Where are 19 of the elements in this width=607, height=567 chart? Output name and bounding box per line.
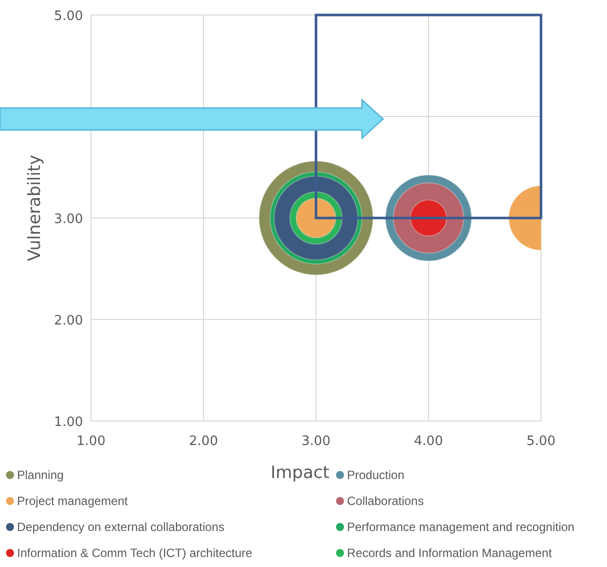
- x-tick-label: 1.00: [76, 434, 106, 449]
- y-tick-label: 5.00: [54, 9, 83, 24]
- y-tick-label: 2.00: [54, 314, 83, 328]
- legend-label: Records and Information Management: [347, 546, 552, 560]
- x-axis-title: Impact: [270, 463, 330, 483]
- y-axis-title: Vulnerability: [25, 154, 45, 262]
- legend-label: Performance management and recognition: [347, 520, 574, 534]
- x-tick-label: 3.00: [302, 434, 330, 449]
- legend-label: Production: [347, 468, 404, 482]
- legend-label: Dependency on external collaborations: [17, 520, 224, 534]
- y-tick-label: 3.00: [54, 212, 83, 227]
- x-tick-label: 4.00: [414, 434, 443, 449]
- legend-label: Collaborations: [347, 494, 424, 508]
- legend-label: Information & Comm Tech (ICT) architecture: [17, 546, 253, 560]
- legend-label: Project management: [17, 494, 128, 508]
- legend-label: Planning: [17, 468, 64, 482]
- x-tick-label: 2.00: [189, 434, 218, 449]
- y-tick-label: 1.00: [54, 415, 83, 430]
- x-tick-label: 5.00: [526, 434, 556, 449]
